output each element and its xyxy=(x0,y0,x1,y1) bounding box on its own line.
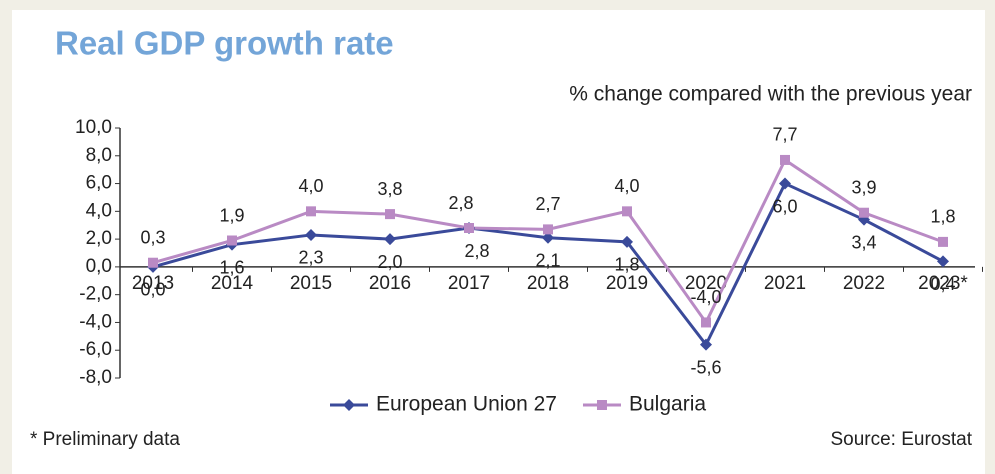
data-label: 4,0 xyxy=(298,176,323,196)
marker xyxy=(779,177,791,190)
x-tick-label: 2014 xyxy=(211,273,254,294)
x-tick-label: 2019 xyxy=(606,273,648,294)
x-tick-label: 2017 xyxy=(448,273,490,294)
data-label: 3,8 xyxy=(377,179,402,199)
x-tick-label: 2020 xyxy=(685,273,727,294)
x-tick-label: 2016 xyxy=(369,273,411,294)
data-label: 2,0 xyxy=(377,252,402,272)
data-label: 6,0 xyxy=(772,196,797,216)
marker xyxy=(306,206,316,217)
data-label: 1,6 xyxy=(219,257,244,277)
marker xyxy=(859,207,869,218)
legend-label: European Union 27 xyxy=(376,393,557,416)
data-label: 7,7 xyxy=(772,125,797,145)
y-tick-label: -8,0 xyxy=(79,367,112,388)
data-label: 2,7 xyxy=(535,194,560,214)
x-tick-label: 2013 xyxy=(132,273,174,294)
marker xyxy=(464,223,474,233)
data-label: 0,0 xyxy=(140,280,165,300)
marker xyxy=(700,338,712,351)
y-tick-label: 0,0 xyxy=(86,256,112,277)
marker xyxy=(148,257,158,268)
y-tick-label: 4,0 xyxy=(86,200,112,221)
y-tick-label: -2,0 xyxy=(79,284,112,305)
marker xyxy=(937,255,949,268)
y-tick-label: -4,0 xyxy=(79,311,112,332)
panel xyxy=(12,10,985,474)
marker xyxy=(385,209,395,220)
y-tick-label: -6,0 xyxy=(79,339,112,360)
legend-label: Bulgaria xyxy=(629,393,706,416)
marker xyxy=(621,235,633,248)
marker xyxy=(305,228,317,241)
data-label: -5,6 xyxy=(690,357,721,377)
marker xyxy=(701,317,711,328)
marker xyxy=(780,154,790,165)
source: Source: Eurostat xyxy=(830,429,972,450)
data-label: 3,9 xyxy=(851,177,876,197)
data-label: 2,1 xyxy=(535,250,560,270)
data-label: 3,4 xyxy=(851,232,876,252)
chart-title: Real GDP growth rate xyxy=(55,25,394,62)
data-label: 4,0 xyxy=(614,176,639,196)
x-tick-label: 2021 xyxy=(764,273,806,294)
marker xyxy=(384,233,396,246)
y-tick-label: 6,0 xyxy=(86,173,112,194)
data-label: 1,8 xyxy=(930,207,955,227)
data-label: 1,9 xyxy=(219,205,244,225)
marker xyxy=(542,231,554,244)
marker xyxy=(343,399,355,411)
y-tick-label: 2,0 xyxy=(86,228,112,249)
marker xyxy=(622,206,632,217)
data-label: 2,8 xyxy=(448,193,473,213)
footnote: * Preliminary data xyxy=(30,429,180,450)
marker xyxy=(227,235,237,246)
x-tick-label: 2022 xyxy=(843,273,885,294)
y-tick-label: 8,0 xyxy=(86,145,112,166)
y-tick-label: 10,0 xyxy=(75,117,112,138)
data-label: 1,8 xyxy=(614,255,639,275)
x-tick-label: 2015 xyxy=(290,273,332,294)
x-tick-label: 2023* xyxy=(918,273,968,294)
data-label: 0,3 xyxy=(140,227,165,247)
data-label: 2,8 xyxy=(464,241,489,261)
data-label: 2,3 xyxy=(298,248,323,268)
marker xyxy=(543,224,553,235)
data-label: -4,0 xyxy=(690,287,721,307)
marker xyxy=(938,236,948,247)
marker xyxy=(596,400,607,410)
x-tick-label: 2018 xyxy=(527,273,569,294)
subtitle: % change compared with the previous year xyxy=(569,83,972,106)
data-label: 0,4 xyxy=(930,274,955,294)
